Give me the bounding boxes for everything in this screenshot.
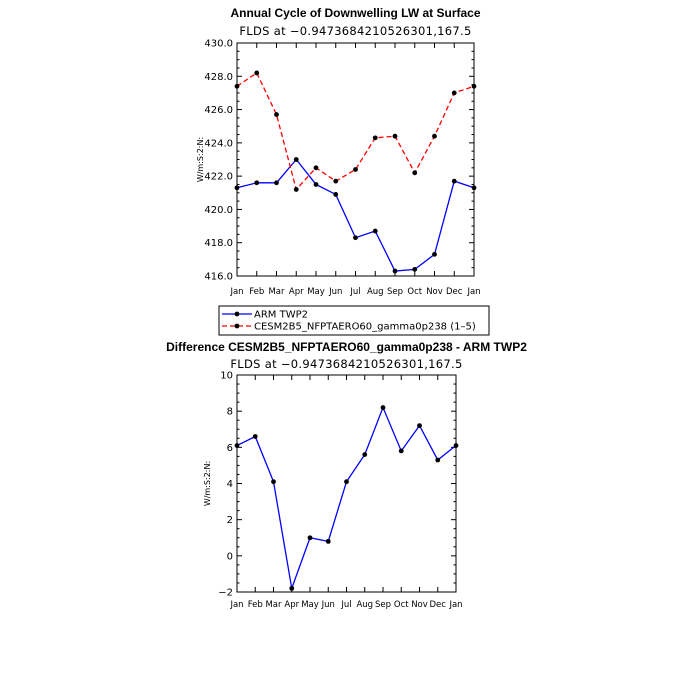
- data-point: [333, 192, 339, 197]
- data-point: [344, 479, 349, 485]
- y-axis-label: W/m:S:2:N:: [196, 137, 205, 182]
- data-point: [254, 180, 260, 186]
- y-tick-label: 418.0: [204, 238, 233, 249]
- y-axis-label: W/m:S:2:N:: [203, 461, 212, 506]
- data-point: [412, 266, 418, 272]
- data-point: [293, 157, 299, 162]
- chart-title: Difference CESM2B5_NFPTAERO60_gamma0p238…: [166, 340, 527, 354]
- legend-box: [218, 305, 490, 336]
- y-tick-label: 2: [227, 515, 233, 526]
- data-point: [412, 170, 418, 176]
- data-point: [325, 538, 331, 544]
- data-point: [289, 585, 295, 591]
- data-point: [353, 167, 358, 172]
- y-tick-label: 424.0: [204, 138, 233, 149]
- legend-marker: [234, 311, 240, 317]
- data-point: [307, 535, 313, 541]
- data-point: [372, 135, 378, 141]
- x-tick-label: Jan: [229, 600, 243, 610]
- data-point: [372, 228, 378, 234]
- data-point: [293, 187, 299, 192]
- x-tick-label: Nov: [426, 287, 443, 297]
- y-tick-label: 6: [227, 443, 233, 454]
- legend-label: ARM TWP2: [254, 310, 308, 321]
- data-point: [392, 268, 398, 274]
- x-tick-label: Jul: [349, 287, 360, 297]
- data-point: [271, 479, 276, 485]
- series-line-0: [236, 158, 475, 272]
- x-tick-label: Jun: [328, 287, 342, 297]
- y-tick-label: 430.0: [204, 39, 233, 50]
- x-tick-label: Apr: [284, 600, 299, 610]
- x-tick-label: May: [301, 600, 319, 610]
- y-tick-label: 416.0: [204, 272, 233, 283]
- data-point: [274, 180, 279, 186]
- y-tick-label: 0: [227, 551, 233, 562]
- x-tick-label: Dec: [446, 287, 463, 297]
- x-tick-label: Feb: [249, 287, 264, 297]
- data-point: [471, 185, 477, 191]
- x-tick-label: Mar: [268, 287, 285, 297]
- chart-panel-bottom: Difference CESM2B5_NFPTAERO60_gamma0p238…: [166, 340, 527, 610]
- legend-marker: [234, 323, 240, 329]
- series-line-0: [236, 405, 457, 591]
- data-point: [451, 178, 457, 184]
- data-point: [453, 443, 459, 448]
- data-point: [432, 251, 437, 257]
- x-tick-label: Mar: [265, 600, 282, 610]
- data-point: [234, 83, 240, 89]
- y-tick-label: −2: [218, 588, 233, 599]
- y-tick-label: 422.0: [204, 172, 233, 183]
- x-tick-label: Sep: [387, 287, 403, 297]
- data-point: [398, 448, 404, 454]
- x-tick-label: Oct: [394, 600, 409, 610]
- data-point: [313, 182, 319, 187]
- y-tick-label: 4: [227, 479, 233, 490]
- data-point: [333, 178, 339, 184]
- x-tick-label: Jul: [340, 600, 351, 610]
- data-point: [274, 112, 279, 117]
- data-point: [471, 83, 477, 89]
- data-point: [432, 133, 437, 139]
- x-tick-label: Dec: [430, 600, 447, 610]
- x-tick-label: Jan: [466, 287, 480, 297]
- y-tick-label: 426.0: [204, 105, 233, 116]
- y-tick-label: 420.0: [204, 205, 233, 216]
- data-point: [417, 423, 422, 429]
- x-tick-label: May: [307, 287, 325, 297]
- x-tick-label: Jan: [448, 600, 462, 610]
- data-point: [392, 133, 398, 139]
- series-line-1: [236, 71, 475, 191]
- data-point: [254, 70, 260, 76]
- y-tick-label: 428.0: [204, 72, 233, 83]
- legend-label: CESM2B5_NFPTAERO60_gamma0p238 (1–5): [254, 322, 476, 333]
- x-tick-label: Feb: [248, 600, 263, 610]
- data-point: [313, 165, 319, 171]
- data-point: [362, 452, 368, 457]
- chart-title: Annual Cycle of Downwelling LW at Surfac…: [230, 6, 480, 20]
- x-tick-label: Apr: [289, 287, 304, 297]
- x-tick-label: Sep: [375, 600, 391, 610]
- x-tick-label: Aug: [367, 287, 384, 297]
- x-tick-label: Jun: [321, 600, 335, 610]
- data-point: [380, 405, 386, 410]
- x-tick-label: Aug: [356, 600, 373, 610]
- chart-subtitle: FLDS at −0.9473684210526301,167.5: [230, 357, 462, 371]
- x-tick-label: Nov: [411, 600, 428, 610]
- chart-panel-top: Annual Cycle of Downwelling LW at Surfac…: [196, 6, 481, 297]
- data-point: [353, 235, 358, 241]
- y-tick-label: 8: [227, 407, 233, 418]
- x-tick-label: Jan: [229, 287, 243, 297]
- data-point: [252, 434, 258, 439]
- data-point: [234, 443, 240, 448]
- chart-subtitle: FLDS at −0.9473684210526301,167.5: [239, 24, 471, 38]
- data-point: [435, 457, 441, 463]
- y-tick-label: 10: [220, 371, 233, 382]
- x-tick-label: Oct: [407, 287, 422, 297]
- data-point: [234, 185, 240, 191]
- data-point: [451, 90, 457, 96]
